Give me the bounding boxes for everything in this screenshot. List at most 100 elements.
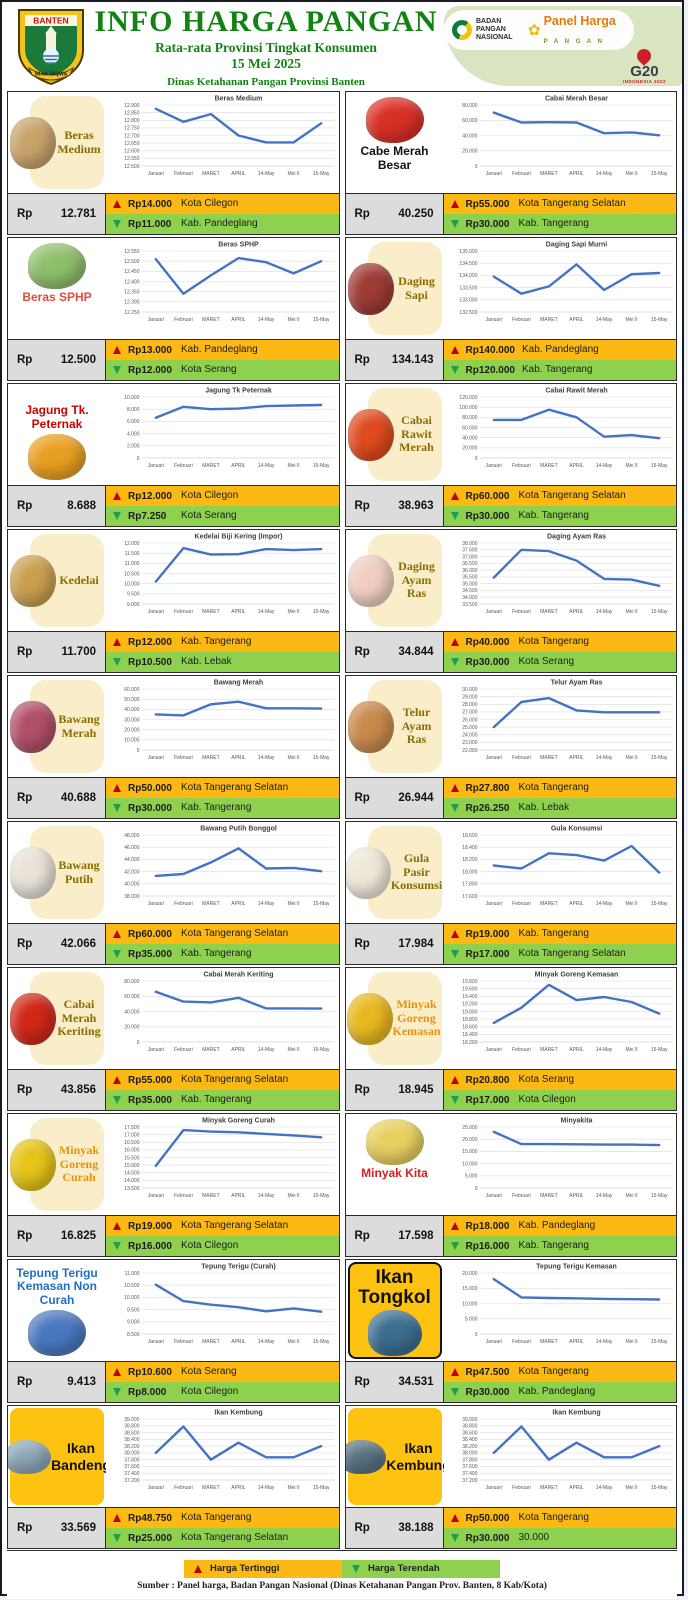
banten-motto-text: IMAN TAQWA xyxy=(35,72,68,78)
panel-jagung-tk-peternak: Jagung Tk. Peternak Jagung Tk Peternak 0 2… xyxy=(7,383,340,527)
svg-text:37.800: 37.800 xyxy=(124,1458,140,1464)
svg-text:MARET: MARET xyxy=(540,1047,558,1053)
svg-text:19.800: 19.800 xyxy=(462,979,478,985)
highest-price-location: Kota Cilegon xyxy=(181,489,239,501)
average-price-value: 17.598 xyxy=(398,1230,434,1242)
svg-text:15-May: 15-May xyxy=(313,609,330,615)
commodity-image xyxy=(365,97,424,143)
svg-text:MARET: MARET xyxy=(540,901,558,907)
svg-text:Mei II: Mei II xyxy=(287,1193,299,1199)
svg-text:Februari: Februari xyxy=(174,609,193,615)
arrow-up-icon xyxy=(113,784,121,792)
svg-text:Mei II: Mei II xyxy=(287,1339,299,1345)
panel-daging-sapi: Daging Sapi Daging Sapi Murni 132.500 133.… xyxy=(344,237,677,381)
commodity-photo: Ikan Tongkol xyxy=(346,1260,444,1361)
currency-label: Rp xyxy=(354,208,370,220)
svg-text:8.000: 8.000 xyxy=(127,407,140,413)
lowest-price-value: Rp35.000 xyxy=(128,948,172,960)
svg-text:11.000: 11.000 xyxy=(125,561,140,567)
svg-text:14-May: 14-May xyxy=(258,317,275,323)
average-price-cell: Rp 8.688 xyxy=(8,486,106,526)
svg-text:25.000: 25.000 xyxy=(462,1125,478,1131)
commodity-image xyxy=(345,1439,387,1474)
svg-text:25.000: 25.000 xyxy=(462,725,478,731)
svg-text:9.000: 9.000 xyxy=(127,1320,140,1326)
svg-text:17.800: 17.800 xyxy=(462,882,478,888)
svg-text:MARET: MARET xyxy=(202,609,220,615)
lowest-price-value: Rp17.000 xyxy=(465,1094,510,1106)
lowest-price-row: Rp8.000 Kota Cilegon xyxy=(106,1382,339,1402)
price-summary: Rp 26.944 Rp27.800 Kota Tangerang Rp26.2… xyxy=(345,777,676,818)
commodity-image xyxy=(365,1119,424,1165)
svg-text:APRIL: APRIL xyxy=(231,1485,246,1491)
arrow-down-icon xyxy=(113,512,121,520)
commodity-image xyxy=(347,262,394,315)
currency-label: Rp xyxy=(17,1522,33,1534)
highest-price-row: Rp20.800 Kota Serang xyxy=(443,1070,676,1090)
commodity-image xyxy=(28,1310,86,1356)
commodity-label: Daging Ayam Ras xyxy=(398,558,435,601)
price-trend-chart: Kedelai Biji Kering (Impor) 9.000 9.500 10.… xyxy=(106,530,339,631)
svg-text:30.000: 30.000 xyxy=(462,687,478,693)
svg-text:APRIL: APRIL xyxy=(569,1193,584,1199)
banten-logo-text: BANTEN xyxy=(33,16,68,26)
page-title: INFO HARGA PANGAN xyxy=(94,4,438,38)
svg-text:20.000: 20.000 xyxy=(124,1025,140,1031)
svg-text:Februari: Februari xyxy=(512,171,531,177)
highest-price-value: Rp40.000 xyxy=(465,636,510,648)
lowest-price-row: Rp120.000 Kab. Tangerang xyxy=(443,360,676,380)
price-summary: Rp 17.598 Rp18.000 Kab. Pandeglang Rp16.… xyxy=(345,1215,676,1256)
svg-text:Gula Konsumsi: Gula Konsumsi xyxy=(550,826,601,833)
svg-text:APRIL: APRIL xyxy=(569,463,584,469)
arrow-down-icon xyxy=(450,804,459,812)
svg-text:Januari: Januari xyxy=(148,317,164,323)
svg-text:38.000: 38.000 xyxy=(124,894,140,900)
arrow-up-icon xyxy=(113,1222,121,1230)
highest-price-value: Rp27.800 xyxy=(465,782,510,794)
average-price-cell: Rp 34.844 xyxy=(345,632,444,672)
average-price-value: 34.531 xyxy=(398,1376,434,1388)
svg-text:38.200: 38.200 xyxy=(462,1444,478,1450)
arrow-down-icon xyxy=(113,1242,121,1250)
lowest-price-location: Kota Tangerang Selatan xyxy=(518,947,626,959)
g20-subtext: INDONESIA 2022 xyxy=(622,79,666,84)
svg-text:APRIL: APRIL xyxy=(231,463,246,469)
average-price-value: 16.825 xyxy=(60,1230,96,1242)
lowest-price-location: Kota Cilegon xyxy=(518,1093,576,1105)
lowest-price-row: Rp35.000 Kab. Tangerang xyxy=(106,1090,339,1110)
average-price-cell: Rp 17.984 xyxy=(345,924,444,964)
svg-text:APRIL: APRIL xyxy=(231,317,246,323)
svg-text:14-May: 14-May xyxy=(595,1193,612,1199)
average-price-value: 11.700 xyxy=(61,646,96,658)
lowest-price-value: Rp26.250 xyxy=(465,802,510,814)
average-price-value: 38.963 xyxy=(398,500,434,512)
svg-text:Januari: Januari xyxy=(148,171,164,177)
svg-text:9.500: 9.500 xyxy=(127,592,140,598)
commodity-image xyxy=(10,846,56,899)
lowest-price-location: 30.000 xyxy=(518,1531,550,1543)
svg-text:37.600: 37.600 xyxy=(124,1464,140,1470)
commodity-photo: Telur Ayam Ras xyxy=(346,676,444,777)
svg-text:132.500: 132.500 xyxy=(459,310,477,316)
svg-text:Cabai Rawit Merah: Cabai Rawit Merah xyxy=(545,388,607,395)
lowest-price-location: Kab. Pandeglang xyxy=(518,1385,596,1397)
average-price-cell: Rp 40.250 xyxy=(345,194,444,234)
average-price-value: 26.944 xyxy=(398,792,434,804)
svg-text:MARET: MARET xyxy=(540,463,558,469)
commodity-image xyxy=(345,846,391,899)
svg-text:Februari: Februari xyxy=(512,1339,531,1345)
currency-label: Rp xyxy=(17,354,33,366)
panel-beras-medium: Beras Medium Beras Medium 12.500 12.550 12.… xyxy=(7,91,340,235)
legend: Harga Tertinggi Harga Terendah xyxy=(184,1559,500,1578)
arrow-up-icon xyxy=(113,1076,121,1084)
average-price-cell: Rp 43.856 xyxy=(8,1070,106,1110)
lowest-price-location: Kota Tangerang Selatan xyxy=(181,1531,289,1543)
commodity-image xyxy=(367,1310,422,1356)
badan-pangan-nasional-logo: BADAN PANGAN NASIONAL xyxy=(452,18,522,42)
lowest-price-row: Rp10.500 Kab. Lebak xyxy=(106,652,339,672)
svg-text:18.000: 18.000 xyxy=(462,869,478,875)
svg-text:134.000: 134.000 xyxy=(459,273,477,279)
svg-text:14.500: 14.500 xyxy=(124,1171,140,1177)
panel-ikan-kembung: Ikan Kembung Ikan Kembung37.20037.40037.… xyxy=(344,1405,677,1549)
svg-text:0: 0 xyxy=(474,1186,477,1192)
